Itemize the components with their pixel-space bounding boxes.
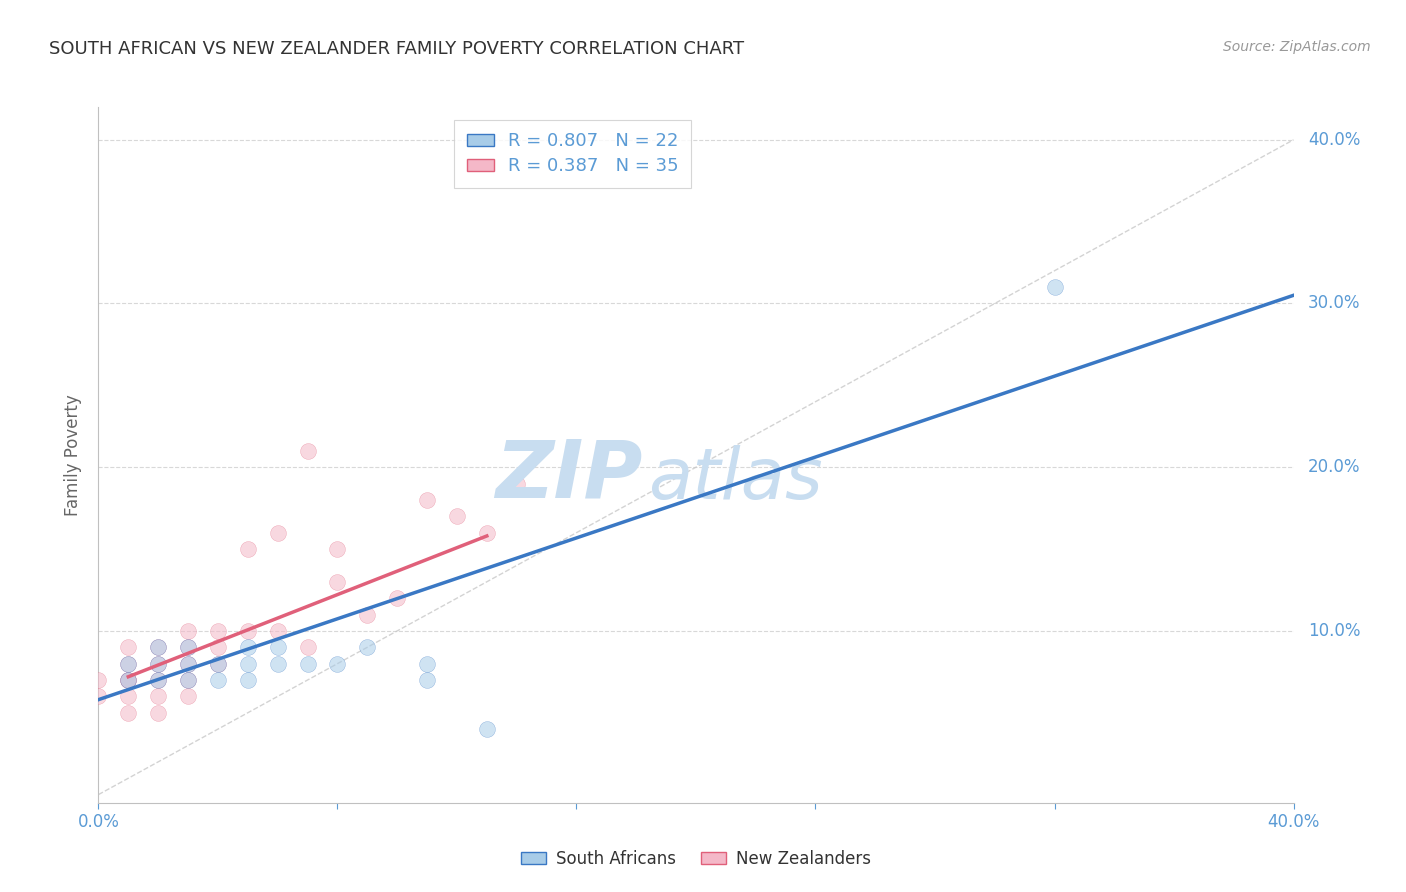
Point [207, 624, 229, 638]
Point [87, 673, 110, 687]
Text: 30.0%: 30.0% [1308, 294, 1361, 312]
Point [148, 706, 170, 720]
Point [236, 542, 259, 557]
Point [87, 690, 110, 704]
Point [148, 657, 170, 671]
Point [117, 657, 139, 671]
Point [117, 673, 139, 687]
Text: 20.0%: 20.0% [1308, 458, 1361, 476]
Point [177, 657, 200, 671]
Point [177, 690, 200, 704]
Point [207, 640, 229, 655]
Text: 40.0%: 40.0% [1308, 131, 1360, 149]
Point [297, 640, 319, 655]
Point [177, 640, 200, 655]
Point [117, 657, 139, 671]
Text: atlas: atlas [648, 445, 823, 514]
Point [177, 673, 200, 687]
Point [416, 492, 439, 507]
Point [148, 673, 170, 687]
Point [236, 673, 259, 687]
Point [416, 673, 439, 687]
Point [267, 525, 290, 540]
Point [117, 690, 139, 704]
Point [148, 640, 170, 655]
Point [177, 657, 200, 671]
Point [385, 591, 409, 606]
Point [148, 673, 170, 687]
Text: ZIP: ZIP [495, 437, 643, 515]
Point [207, 673, 229, 687]
Point [1043, 280, 1066, 294]
Point [236, 657, 259, 671]
Point [117, 706, 139, 720]
Point [297, 443, 319, 458]
Point [326, 657, 349, 671]
Point [356, 640, 378, 655]
Point [416, 657, 439, 671]
Text: Source: ZipAtlas.com: Source: ZipAtlas.com [1223, 40, 1371, 54]
Point [267, 657, 290, 671]
Point [236, 640, 259, 655]
Point [267, 624, 290, 638]
Point [326, 542, 349, 557]
Point [207, 657, 229, 671]
Point [207, 657, 229, 671]
Point [177, 673, 200, 687]
Point [326, 574, 349, 589]
Point [267, 640, 290, 655]
Point [148, 690, 170, 704]
Point [117, 673, 139, 687]
Point [148, 657, 170, 671]
Point [506, 476, 529, 491]
Point [236, 624, 259, 638]
Point [177, 640, 200, 655]
Point [297, 657, 319, 671]
Text: SOUTH AFRICAN VS NEW ZEALANDER FAMILY POVERTY CORRELATION CHART: SOUTH AFRICAN VS NEW ZEALANDER FAMILY PO… [49, 40, 744, 58]
Point [356, 607, 378, 622]
Point [446, 509, 468, 524]
Point [148, 640, 170, 655]
Legend: South Africans, New Zealanders: South Africans, New Zealanders [515, 843, 877, 874]
Point [117, 640, 139, 655]
Text: 10.0%: 10.0% [1308, 622, 1361, 640]
Point [475, 525, 498, 540]
Point [475, 722, 498, 736]
Point [177, 624, 200, 638]
Point [117, 673, 139, 687]
Y-axis label: Family Poverty: Family Poverty [65, 394, 83, 516]
